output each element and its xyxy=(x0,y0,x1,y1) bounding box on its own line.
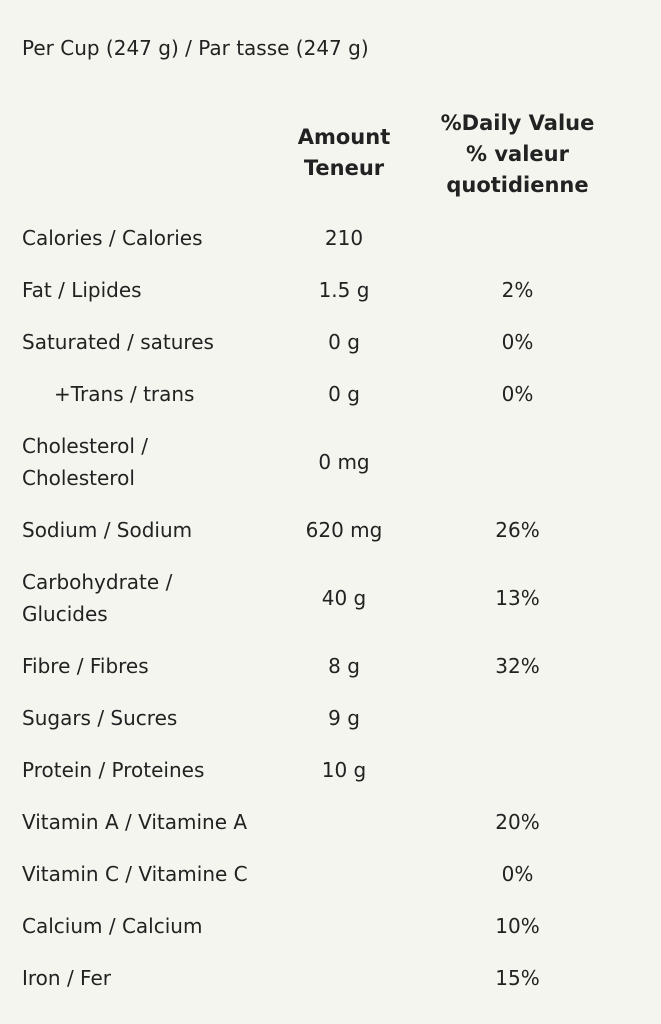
nutrient-daily-value: 2% xyxy=(501,278,534,302)
nutrient-row-saturated: Saturated / satures 0 g 0% xyxy=(0,316,661,368)
nutrient-row-calories: Calories / Calories 210 xyxy=(0,212,661,264)
daily-value-header-line-1: %Daily Value xyxy=(440,111,595,135)
nutrient-name: Sodium / Sodium xyxy=(22,518,193,542)
nutrient-amount: 0 g xyxy=(328,330,360,354)
nutrient-row-sugars: Sugars / Sucres 9 g xyxy=(0,692,661,744)
nutrient-daily-value: 0% xyxy=(501,330,534,354)
daily-value-header-line-3: quotidienne xyxy=(446,173,589,197)
nutrient-amount: 40 g xyxy=(321,586,367,610)
nutrient-amount xyxy=(270,796,418,848)
nutrient-name: Vitamin C / Vitamine C xyxy=(22,862,248,886)
nutrient-name: Sugars / Sucres xyxy=(22,706,178,730)
nutrient-row-vitamin-a: Vitamin A / Vitamine A 20% xyxy=(0,796,661,848)
nutrient-daily-value: 26% xyxy=(495,518,540,542)
amount-column-header: Amount Teneur xyxy=(270,122,418,184)
nutrient-amount: 620 mg xyxy=(305,518,383,542)
nutrient-name: Fat / Lipides xyxy=(22,278,142,302)
nutrient-daily-value: 32% xyxy=(495,654,540,678)
nutrient-row-protein: Protein / Proteines 10 g xyxy=(0,744,661,796)
nutrient-row-iron: Iron / Fer 15% xyxy=(0,952,661,1004)
nutrient-amount xyxy=(270,952,418,1004)
nutrient-row-fibre: Fibre / Fibres 8 g 32% xyxy=(0,640,661,692)
nutrient-daily-value: 0% xyxy=(501,862,534,886)
nutrient-name: Cholesterol / Cholesterol xyxy=(22,434,148,490)
nutrient-amount xyxy=(270,900,418,952)
amount-header-fr: Teneur xyxy=(303,156,385,180)
nutrient-amount: 0 g xyxy=(328,382,360,406)
nutrient-daily-value xyxy=(410,420,625,504)
amount-header-en: Amount xyxy=(297,125,391,149)
nutrient-name: Calories / Calories xyxy=(22,226,203,250)
nutrient-name: Saturated / satures xyxy=(22,330,214,354)
nutrient-daily-value xyxy=(410,692,625,744)
nutrient-row-cholesterol: Cholesterol / Cholesterol 0 mg xyxy=(0,420,661,504)
nutrient-name: Protein / Proteines xyxy=(22,758,205,782)
nutrient-name: Calcium / Calcium xyxy=(22,914,203,938)
nutrient-name: Carbohydrate / Glucides xyxy=(22,570,173,626)
nutrient-daily-value: 20% xyxy=(495,810,540,834)
nutrient-row-fat: Fat / Lipides 1.5 g 2% xyxy=(0,264,661,316)
daily-value-header-line-2: % valeur xyxy=(466,142,569,166)
nutrient-amount: 8 g xyxy=(328,654,360,678)
daily-value-column-header: %Daily Value % valeur quotidienne xyxy=(410,108,625,201)
nutrient-row-carbohydrate: Carbohydrate / Glucides 40 g 13% xyxy=(0,556,661,640)
nutrient-name: +Trans / trans xyxy=(54,382,195,406)
nutrient-amount: 210 xyxy=(324,226,364,250)
nutrient-row-vitamin-c: Vitamin C / Vitamine C 0% xyxy=(0,848,661,900)
nutrient-name: Iron / Fer xyxy=(22,966,111,990)
nutrient-rows: Calories / Calories 210 Fat / Lipides 1.… xyxy=(0,212,661,1004)
serving-size: Per Cup (247 g) / Par tasse (247 g) xyxy=(22,36,369,60)
nutrient-name: Vitamin A / Vitamine A xyxy=(22,810,248,834)
nutrient-daily-value: 0% xyxy=(501,382,534,406)
nutrient-amount: 0 mg xyxy=(318,450,370,474)
nutrient-daily-value xyxy=(410,744,625,796)
nutrient-name: Fibre / Fibres xyxy=(22,654,149,678)
nutrient-daily-value: 10% xyxy=(495,914,540,938)
nutrient-row-sodium: Sodium / Sodium 620 mg 26% xyxy=(0,504,661,556)
nutrient-amount: 10 g xyxy=(321,758,367,782)
nutrient-amount xyxy=(270,848,418,900)
nutrient-amount: 1.5 g xyxy=(318,278,370,302)
nutrient-daily-value xyxy=(410,212,625,264)
nutrient-row-trans: +Trans / trans 0 g 0% xyxy=(0,368,661,420)
nutrient-daily-value: 15% xyxy=(495,966,540,990)
nutrient-row-calcium: Calcium / Calcium 10% xyxy=(0,900,661,952)
nutrient-amount: 9 g xyxy=(328,706,360,730)
nutrient-daily-value: 13% xyxy=(495,586,540,610)
